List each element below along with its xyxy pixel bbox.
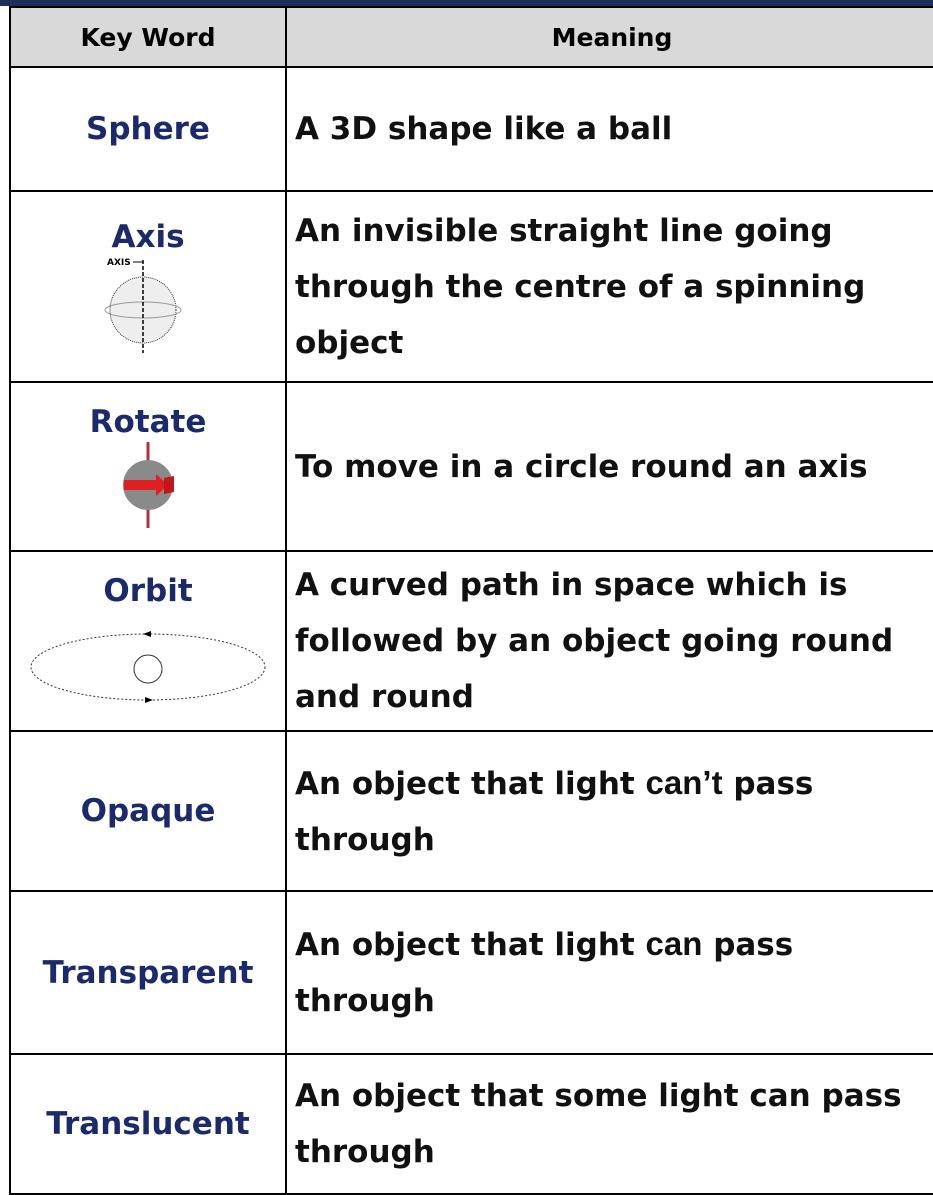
- row: Opaque An object that light can’t pass t…: [10, 731, 933, 891]
- header-row: Key Word Meaning: [10, 7, 933, 67]
- axis-icon: AXIS: [93, 255, 203, 355]
- row: Transparent An object that light can pas…: [10, 891, 933, 1054]
- rotate-icon: [108, 440, 188, 530]
- row: Rotate To move in a circle round an axis: [10, 382, 933, 551]
- meaning: An object that some light can pass throu…: [286, 1054, 933, 1194]
- row: Translucent An object that some light ca…: [10, 1054, 933, 1194]
- meaning: To move in a circle round an axis: [286, 382, 933, 551]
- row: Sphere A 3D shape like a ball: [10, 67, 933, 191]
- meaning: An object that light can’t pass through: [286, 731, 933, 891]
- meaning-text: A 3D shape like a ball: [295, 111, 672, 147]
- row: Orbit A curved path in space which is fo…: [10, 551, 933, 731]
- meaning-text: To move in a circle round an axis: [295, 449, 868, 485]
- row: Axis AXIS An invisible straight line goi…: [10, 191, 933, 382]
- meaning-text: An object that some light can pass throu…: [295, 1078, 902, 1170]
- keyword: Orbit: [103, 573, 192, 609]
- header-cell: Meaning: [286, 7, 933, 67]
- meaning: An invisible straight line going through…: [286, 191, 933, 382]
- meaning-text: An object that light: [295, 927, 646, 963]
- keyword: Opaque: [10, 731, 286, 891]
- keyword-stack: Orbit: [11, 573, 285, 709]
- page: Key Word Meaning Sphere A 3D shape like …: [0, 0, 933, 1193]
- meaning-emphasis: can: [646, 925, 703, 962]
- keyword-cell: Orbit: [10, 551, 286, 731]
- keyword: Translucent: [10, 1054, 286, 1194]
- keyword: Axis: [111, 219, 184, 255]
- keyword: Transparent: [10, 891, 286, 1054]
- orbit-icon: [18, 609, 278, 709]
- keyword-stack: Rotate: [11, 404, 285, 530]
- meaning-text: An object that light: [295, 766, 646, 802]
- keyword-table: Key Word Meaning Sphere A 3D shape like …: [9, 6, 933, 1195]
- meaning-text: An invisible straight line going through…: [295, 213, 865, 361]
- meaning: A curved path in space which is followed…: [286, 551, 933, 731]
- meaning: An object that light can pass through: [286, 891, 933, 1054]
- meaning-text: A curved path in space which is followed…: [295, 567, 893, 715]
- keyword: Sphere: [10, 67, 286, 191]
- keyword-cell: Rotate: [10, 382, 286, 551]
- keyword-cell: Axis AXIS: [10, 191, 286, 382]
- meaning: A 3D shape like a ball: [286, 67, 933, 191]
- header-cell: Key Word: [10, 7, 286, 67]
- icon-label: AXIS: [107, 258, 131, 268]
- meaning-emphasis: can’t: [646, 764, 723, 801]
- keyword-stack: Axis AXIS: [11, 219, 285, 355]
- keyword: Rotate: [90, 404, 207, 440]
